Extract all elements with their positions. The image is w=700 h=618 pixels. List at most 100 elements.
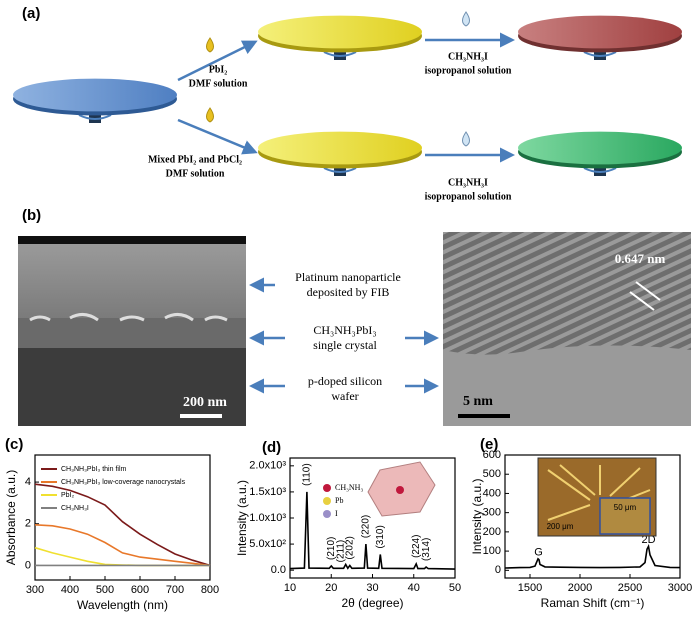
device-leads (547, 464, 651, 521)
y-axis-label: Absorbance (a.u.) (4, 470, 18, 565)
x-tick-label: 40 (408, 582, 420, 594)
legend-label: CH₃NH₃PbI₃ thin film (61, 466, 127, 473)
sem-top (18, 236, 246, 244)
spin-arrow (323, 51, 357, 57)
x-tick-label: 20 (325, 582, 337, 594)
panel-label: (c) (5, 436, 23, 453)
legend-dot (323, 484, 331, 492)
tem-lattice (443, 232, 691, 355)
reagent-text: DMF solution (166, 168, 225, 179)
droplet (462, 11, 470, 27)
x-axis-label: Raman Shift (cm⁻¹) (541, 596, 645, 610)
y-tick-label: 600 (483, 449, 501, 461)
y-tick-label: 200 (483, 526, 501, 538)
panel-label: (e) (480, 436, 498, 453)
atom (396, 486, 404, 494)
spin-arrow (78, 114, 112, 120)
x-tick-label: 600 (131, 584, 149, 596)
droplet (206, 107, 214, 123)
arrow (177, 118, 258, 155)
scale-text: 5 nm (463, 394, 493, 409)
peak-label: (310) (375, 525, 386, 548)
y-tick-label: 4 (25, 476, 31, 488)
disk (258, 15, 422, 49)
y-tick-label: 500 (483, 468, 501, 480)
y-tick-label: 0.0 (271, 564, 286, 576)
x-tick-label: 2000 (568, 582, 592, 594)
layer-text: wafer (331, 389, 358, 403)
panel-label: (b) (22, 207, 41, 224)
sem-crystal (18, 318, 246, 348)
peak-label: (224) (411, 535, 422, 558)
layer-arrows (249, 277, 439, 394)
layer-text: Platinum nanoparticle (295, 270, 401, 284)
sem-grains (29, 313, 228, 322)
arrow (177, 40, 258, 82)
legend-label: CH₃NH₃ (335, 483, 363, 492)
reagent-text: isopropanol solution (425, 191, 512, 202)
x-tick-label: 400 (61, 584, 79, 596)
legend-label: CH₃NH₃PbI₃ low-coverage nanocrystals (61, 479, 186, 486)
y-axis-label: Intensity (a.u.) (235, 480, 249, 556)
reagent-text: Mixed PbI₂ and PbCl₂ (148, 154, 242, 165)
legend-label: PbI₂ (61, 492, 75, 499)
spacing-mark (629, 291, 655, 311)
legend-label: Pb (335, 496, 343, 505)
peak-label: (220) (361, 515, 372, 538)
plot-frame (34, 454, 211, 581)
disks (13, 15, 682, 176)
peak-label: (210) (326, 537, 337, 560)
disk (518, 15, 682, 49)
device-zoom (599, 497, 651, 535)
x-tick-label: 700 (166, 584, 184, 596)
x-tick-label: 50 (449, 582, 461, 594)
spin-arrow (323, 167, 357, 173)
legend-dot (323, 497, 331, 505)
droplet (206, 37, 214, 53)
peak-label: 2D (641, 534, 655, 546)
reagent-text: CH₃NH₃I (448, 51, 488, 62)
spin-arrow (583, 51, 617, 57)
x-tick-label: 2500 (618, 582, 642, 594)
reagent-text: isopropanol solution (425, 65, 512, 76)
y-tick-label: 2.0x10³ (249, 460, 286, 472)
panel-label: (d) (262, 439, 281, 456)
layer-text: CH₃NH₃PbI₃ (313, 323, 376, 337)
inset-scale: 50 μm (614, 503, 637, 512)
x-tick-label: 300 (26, 584, 44, 596)
sem-platinum (18, 244, 246, 320)
tem-image: 0.647 nm 5 nm (443, 232, 691, 426)
reagent-text: PbI₂ (209, 64, 228, 75)
y-tick-label: 5.0x10² (249, 538, 286, 550)
legend-label: I (335, 509, 338, 518)
y-tick-label: 100 (483, 545, 501, 557)
x-axis-label: Wavelength (nm) (77, 598, 168, 612)
inset-scale: 200 μm (547, 522, 574, 531)
x-tick-label: 30 (366, 582, 378, 594)
data-line (289, 491, 456, 570)
peak-label: (211) (335, 540, 346, 563)
y-tick-label: 1.0x10³ (249, 512, 286, 524)
data-line (34, 524, 211, 567)
x-tick-label: 500 (96, 584, 114, 596)
layer-text: single crystal (313, 338, 377, 352)
spacing-text: 0.647 nm (615, 251, 666, 266)
x-tick-label: 800 (201, 584, 219, 596)
layer-text: deposited by FIB (307, 285, 390, 299)
sem-silicon (18, 348, 246, 426)
disk (518, 131, 682, 165)
scale-text: 200 nm (183, 395, 227, 410)
x-tick-label: 1500 (518, 582, 542, 594)
droplet (462, 131, 470, 147)
spin-arrow (583, 167, 617, 173)
legend-dot (323, 510, 331, 518)
x-tick-label: 3000 (668, 582, 692, 594)
y-tick-label: 400 (483, 487, 501, 499)
sem-image: 200 nm (18, 236, 246, 426)
y-tick-label: 0 (25, 559, 31, 571)
droplets (206, 11, 470, 147)
spacing-mark (635, 281, 661, 301)
disk (258, 131, 422, 165)
y-tick-label: 1.5x10³ (249, 486, 286, 498)
